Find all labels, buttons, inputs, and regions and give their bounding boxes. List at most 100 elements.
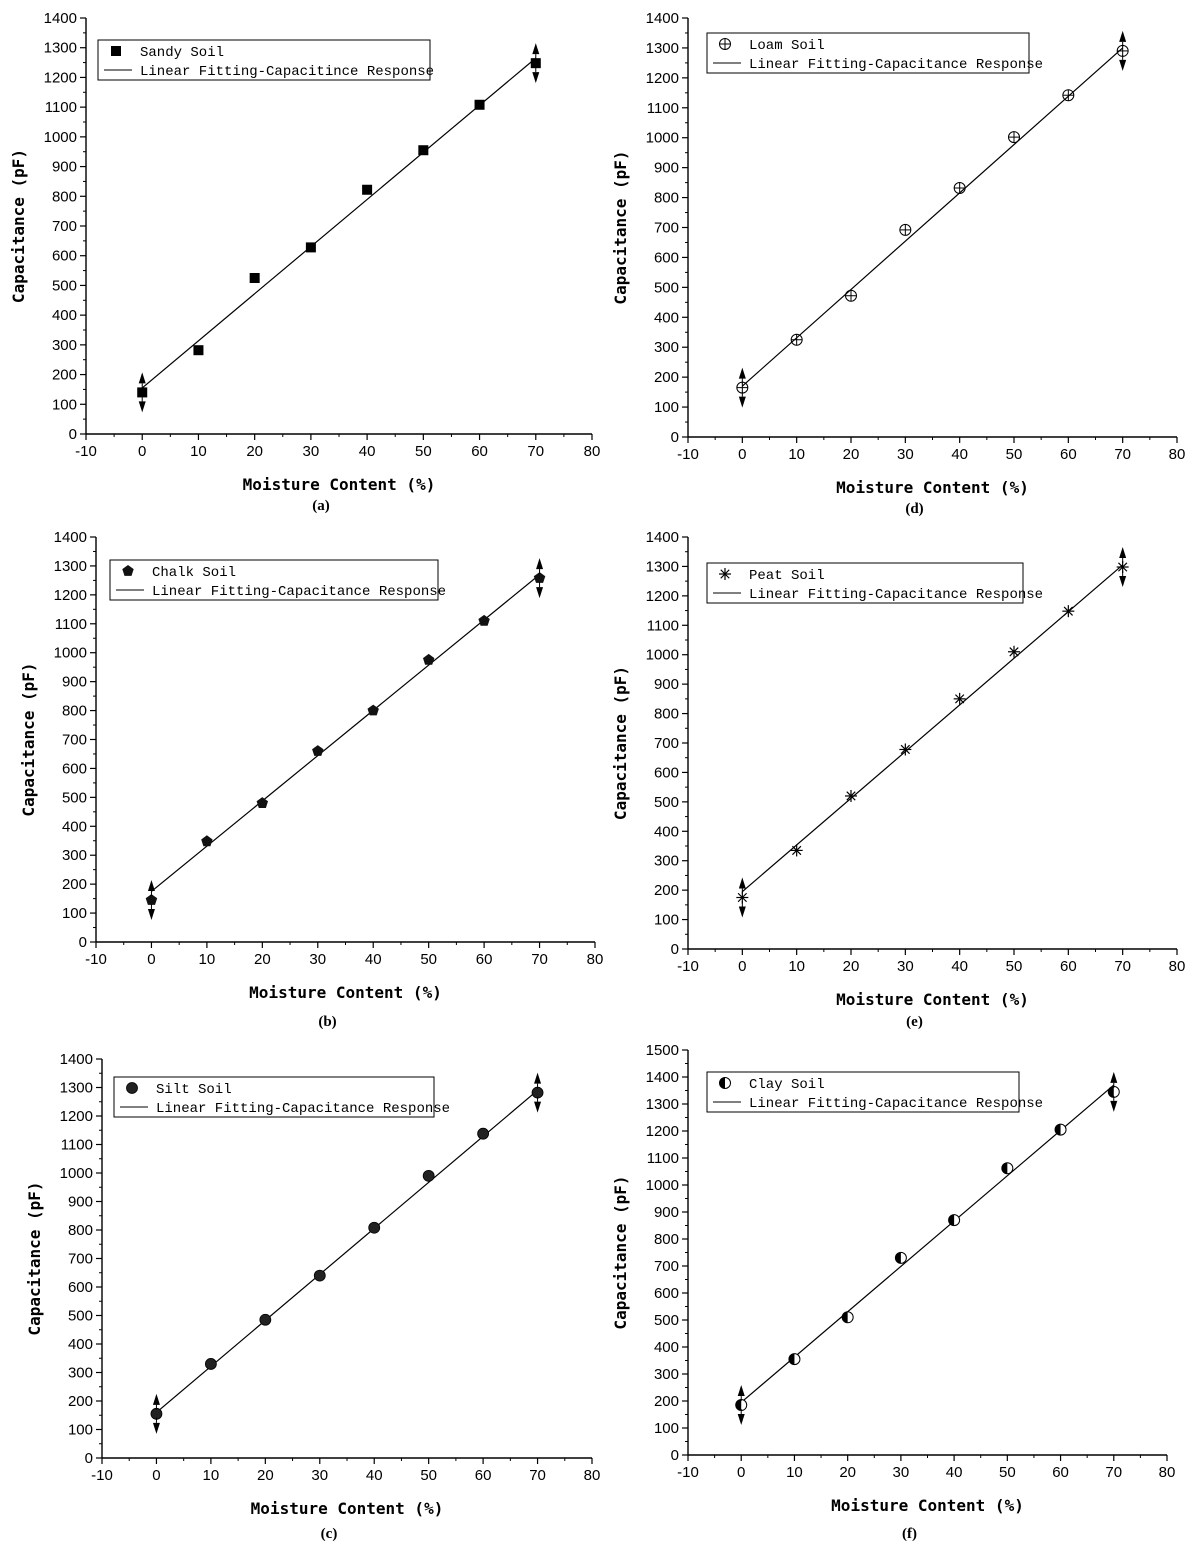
x-tick-label: 60 — [476, 951, 493, 968]
range-arrow-down — [534, 1096, 542, 1113]
y-tick-label: 100 — [62, 905, 87, 922]
data-point — [193, 345, 204, 356]
range-arrow-up — [1119, 30, 1127, 47]
legend-series-label: Sandy Soil — [140, 45, 224, 61]
x-tick-label: 70 — [1114, 446, 1131, 463]
y-tick-label: 1000 — [646, 1177, 679, 1194]
y-tick-label: 200 — [654, 369, 679, 386]
legend-marker — [719, 38, 731, 50]
x-tick-label: 20 — [246, 443, 263, 460]
data-point — [788, 1353, 801, 1366]
y-tick-label: 600 — [52, 248, 77, 265]
range-arrow-down — [536, 582, 544, 599]
range-arrow-up — [532, 43, 540, 60]
y-tick-label: 300 — [654, 1366, 679, 1383]
x-tick-label: -10 — [677, 1464, 699, 1481]
y-tick-label: 1400 — [44, 10, 77, 27]
legend-series-label: Clay Soil — [749, 1077, 825, 1093]
y-tick-label: 1400 — [646, 529, 679, 546]
y-tick-label: 100 — [68, 1422, 93, 1439]
panel-label: (f) — [902, 1526, 917, 1542]
y-tick-label: 1400 — [60, 1051, 93, 1068]
y-tick-label: 900 — [52, 159, 77, 176]
x-tick-label: 10 — [190, 443, 207, 460]
x-tick-label: 0 — [737, 1464, 745, 1481]
data-point — [1054, 1123, 1067, 1136]
legend-marker — [719, 1077, 731, 1089]
data-point — [362, 184, 373, 195]
x-tick-label: 0 — [738, 446, 746, 463]
range-arrow-up — [152, 1393, 160, 1410]
linear-fit-line — [141, 57, 537, 389]
range-arrow-up — [738, 367, 746, 384]
y-tick-label: 100 — [654, 1420, 679, 1437]
range-arrow-up — [1119, 547, 1127, 564]
x-tick-label: 30 — [309, 951, 326, 968]
y-tick-label: 500 — [654, 279, 679, 296]
y-tick-label: 900 — [654, 1204, 679, 1221]
x-tick-label: 50 — [1006, 446, 1023, 463]
y-tick-label: 1100 — [647, 100, 679, 117]
range-arrow-up — [534, 1072, 542, 1089]
legend-series-label: Silt Soil — [156, 1082, 232, 1098]
data-point — [894, 1251, 907, 1264]
data-point — [953, 181, 966, 194]
x-axis-title: Moisture Content (%) — [836, 478, 1029, 497]
panel-label: (d) — [905, 501, 923, 517]
x-tick-label: 70 — [531, 951, 548, 968]
range-arrow-down — [152, 1417, 160, 1434]
x-axis-title: Moisture Content (%) — [249, 983, 442, 1002]
data-point — [948, 1214, 961, 1227]
x-tick-label: 10 — [788, 958, 805, 975]
y-tick-label: 300 — [52, 337, 77, 354]
y-tick-label: 100 — [52, 396, 77, 413]
legend-fit-label: Linear Fitting-Capacitance Response — [749, 57, 1043, 73]
range-arrow-up — [138, 372, 146, 389]
y-tick-label: 800 — [654, 190, 679, 207]
range-arrow-down — [138, 396, 146, 413]
y-tick-label: 200 — [62, 876, 87, 893]
y-tick-label: 600 — [654, 249, 679, 266]
data-point — [423, 653, 435, 665]
y-tick-label: 0 — [79, 934, 87, 951]
data-point — [1062, 605, 1075, 618]
y-tick-label: 1400 — [646, 1069, 679, 1086]
x-tick-label: 10 — [788, 446, 805, 463]
data-point — [790, 844, 803, 857]
data-point — [1107, 1085, 1120, 1098]
panel-label: (a) — [312, 498, 330, 514]
y-tick-label: 200 — [654, 882, 679, 899]
x-tick-label: -10 — [85, 951, 107, 968]
y-tick-label: 1000 — [646, 647, 679, 664]
x-tick-label: 70 — [1114, 958, 1131, 975]
panel-label: (c) — [321, 1526, 338, 1542]
y-tick-label: 800 — [62, 703, 87, 720]
x-tick-label: 20 — [843, 446, 860, 463]
data-point — [1116, 44, 1129, 57]
y-tick-label: 0 — [69, 426, 77, 443]
legend: Clay Soil Linear Fitting-Capacitance Resp… — [706, 1071, 1043, 1113]
x-tick-label: 10 — [786, 1464, 803, 1481]
data-point — [845, 289, 857, 302]
x-tick-label: 80 — [584, 1467, 601, 1484]
data-point — [367, 704, 379, 716]
x-tick-label: 80 — [1169, 958, 1186, 975]
y-tick-label: 400 — [62, 818, 87, 835]
data-point — [312, 745, 324, 756]
legend-fit-label: Linear Fitting-Capacitince Response — [140, 64, 434, 80]
x-tick-label: 40 — [951, 446, 968, 463]
y-tick-label: 900 — [654, 160, 679, 177]
range-arrow-down — [147, 904, 155, 921]
x-tick-label: -10 — [75, 443, 97, 460]
x-tick-label: 30 — [893, 1464, 910, 1481]
y-tick-label: 200 — [52, 367, 77, 384]
x-tick-label: 40 — [946, 1464, 963, 1481]
y-tick-label: 200 — [68, 1393, 93, 1410]
y-axis-title: Capacitance (pF) — [25, 1181, 44, 1335]
legend-series-label: Chalk Soil — [152, 565, 236, 581]
x-tick-label: 70 — [527, 443, 544, 460]
x-tick-label: 30 — [311, 1467, 328, 1484]
x-tick-label: 50 — [420, 951, 437, 968]
data-point — [249, 273, 260, 283]
x-tick-label: 0 — [147, 951, 155, 968]
